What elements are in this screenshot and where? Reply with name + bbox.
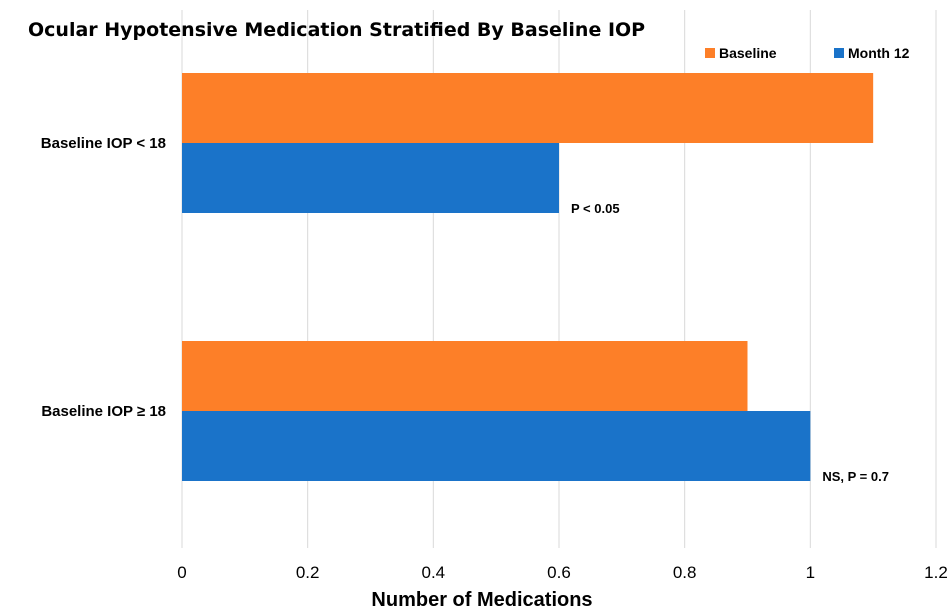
legend-swatch-baseline: [705, 48, 715, 58]
legend-swatch-month-12: [834, 48, 844, 58]
bar-baseline-1: [182, 341, 748, 411]
p-value-annotation: NS, P = 0.7: [822, 469, 889, 484]
bar-baseline-0: [182, 73, 874, 143]
legend-label-month-12: Month 12: [848, 45, 910, 61]
legend-label-baseline: Baseline: [719, 45, 777, 61]
x-tick-label: 0.6: [547, 563, 571, 582]
x-tick-label: 0.8: [673, 563, 697, 582]
legend: Baseline Month 12: [705, 45, 910, 61]
category-label: Baseline IOP < 18: [41, 135, 166, 152]
bar-month-12-1: [182, 411, 811, 481]
x-tick-label: 0: [177, 563, 186, 582]
bar-month-12-0: [182, 143, 559, 213]
bars: [182, 73, 874, 481]
x-tick-label: 0.2: [296, 563, 320, 582]
chart-title: Ocular Hypotensive Medication Stratified…: [28, 19, 645, 41]
x-axis-title: Number of Medications: [371, 589, 592, 611]
x-tick-label: 0.4: [422, 563, 446, 582]
labels: 0 0.2 0.4 0.6 0.8 1 1.2 Baseline IOP < 18 Baseli…: [41, 135, 948, 582]
x-tick-label: 1.2: [924, 563, 948, 582]
x-tick-label: 1: [806, 563, 815, 582]
p-value-annotation: P < 0.05: [571, 201, 620, 216]
category-label: Baseline IOP ≥ 18: [41, 403, 166, 420]
